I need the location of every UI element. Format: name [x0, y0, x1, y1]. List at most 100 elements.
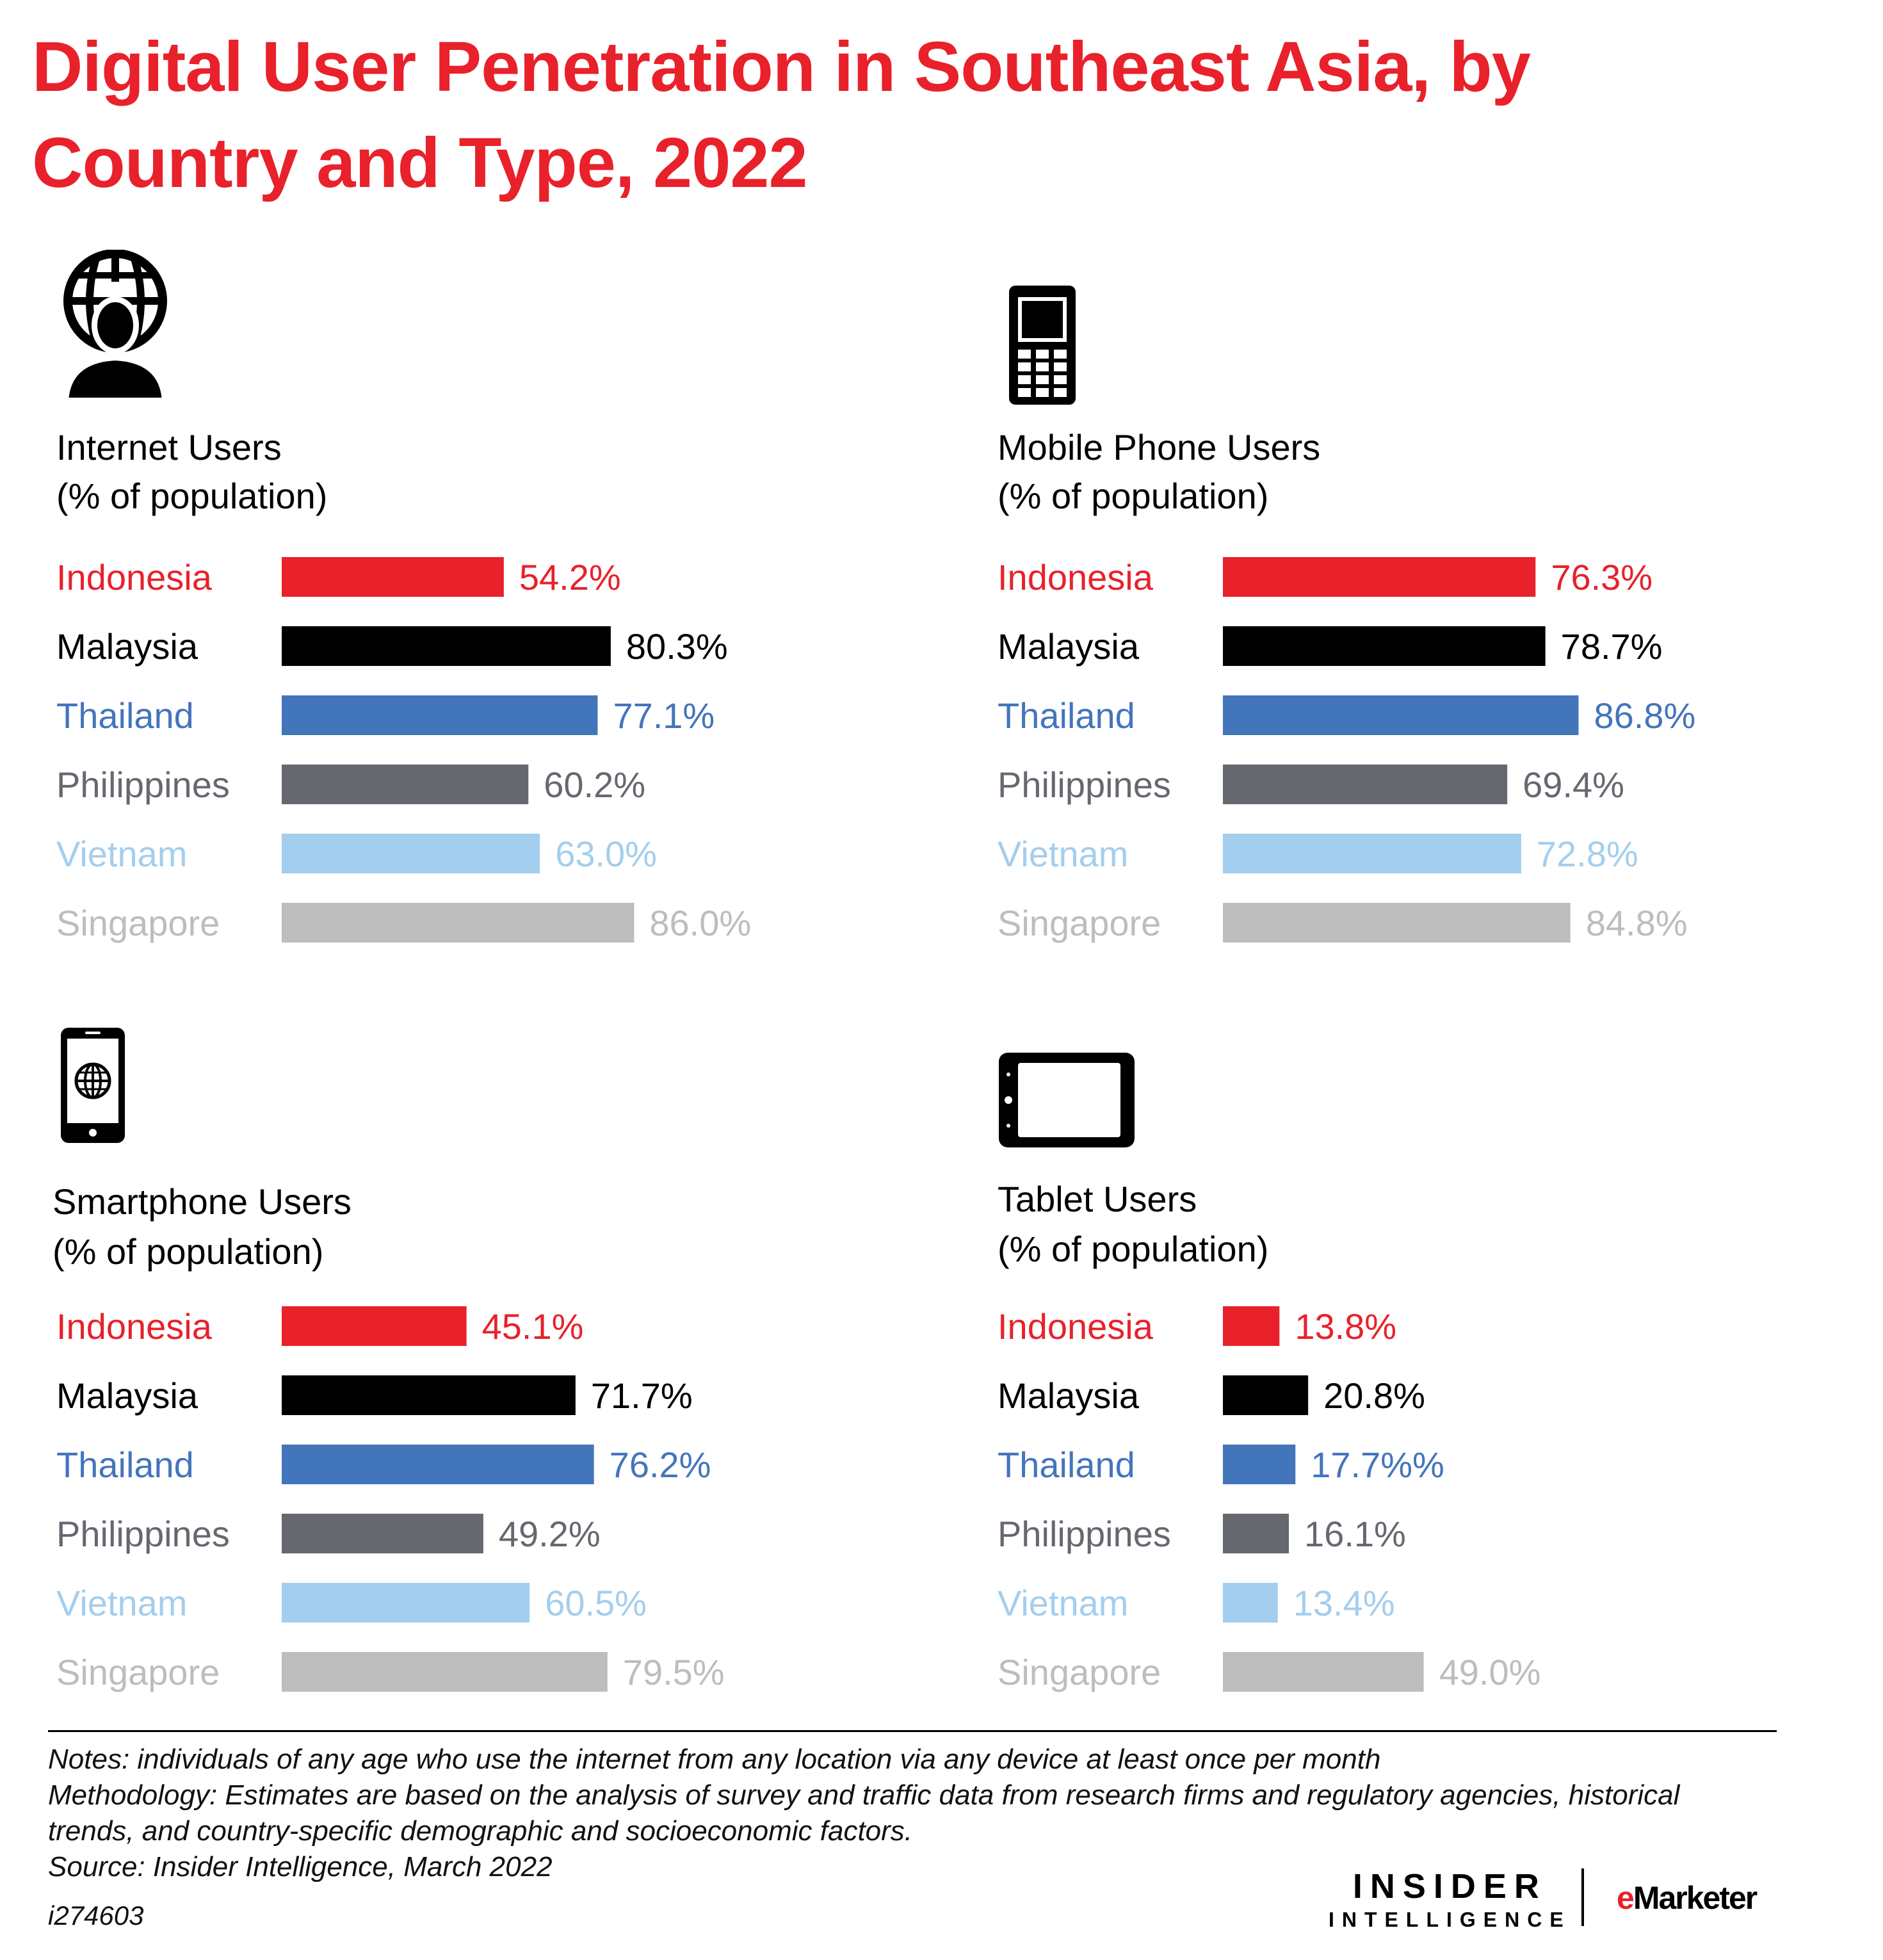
value-label: 45.1%: [482, 1306, 584, 1347]
methodology-line: Methodology: Estimates are based on the …: [48, 1779, 1680, 1811]
category-label: Philippines: [998, 1514, 1171, 1554]
category-label: Singapore: [56, 1652, 220, 1692]
value-label: 78.7%: [1561, 626, 1663, 667]
emarketer-logo-e: e: [1617, 1880, 1635, 1916]
category-label: Thailand: [56, 695, 194, 736]
category-label: Singapore: [56, 903, 220, 943]
brand-separator: [1581, 1868, 1584, 1926]
value-label: 69.4%: [1523, 765, 1624, 805]
bar: [282, 626, 611, 666]
value-label: 76.3%: [1551, 557, 1653, 597]
panel-title: Internet Users: [56, 427, 282, 467]
category-label: Malaysia: [998, 1375, 1140, 1416]
value-label: 16.1%: [1304, 1514, 1406, 1554]
bar: [1223, 1583, 1278, 1623]
bar: [282, 1652, 608, 1692]
source-line: Source: Insider Intelligence, March 2022: [48, 1851, 553, 1883]
bar: [1223, 695, 1579, 735]
footer-divider: [48, 1730, 1777, 1732]
value-label: 13.8%: [1295, 1306, 1396, 1347]
bar: [1223, 765, 1508, 804]
category-label: Philippines: [56, 1514, 230, 1554]
notes-block: Notes: individuals of any age who use th…: [48, 1742, 1790, 1885]
panel-title: Mobile Phone Users: [998, 427, 1321, 467]
emarketer-logo-rest: Marketer: [1633, 1880, 1758, 1916]
bar: [1223, 834, 1521, 873]
category-label: Malaysia: [998, 626, 1140, 667]
globe-user-icon: [61, 250, 169, 403]
bar: [1223, 557, 1536, 597]
value-label: 49.2%: [499, 1514, 601, 1554]
bar: [1223, 1514, 1289, 1553]
bar: [282, 1583, 530, 1623]
mobile-phone-icon: [1009, 286, 1076, 405]
bar: [282, 1375, 576, 1415]
bar: [282, 903, 634, 943]
value-label: 49.0%: [1439, 1652, 1541, 1692]
value-label: 17.7%%: [1311, 1445, 1444, 1485]
chart-title: Digital User Penetration in Southeast As…: [32, 28, 1531, 202]
category-label: Vietnam: [998, 834, 1128, 874]
category-label: Singapore: [998, 1652, 1161, 1692]
category-label: Philippines: [56, 765, 230, 805]
panel-subtitle: (% of population): [53, 1231, 324, 1272]
value-label: 79.5%: [623, 1652, 725, 1692]
value-label: 76.2%: [610, 1445, 711, 1485]
category-label: Vietnam: [56, 834, 187, 874]
bar: [282, 695, 598, 735]
category-label: Vietnam: [56, 1583, 187, 1623]
panel-subtitle: (% of population): [998, 1229, 1269, 1269]
bar: [282, 1514, 483, 1553]
panel-tablet-users: Tablet Users (% of population) Indonesia…: [941, 1025, 1863, 1748]
panel-title: Tablet Users: [998, 1179, 1197, 1219]
smartphone-globe-icon: [61, 1028, 125, 1143]
category-label: Indonesia: [56, 1306, 213, 1347]
bar: [1223, 1306, 1280, 1346]
bar: [1223, 1445, 1296, 1484]
bar-chart-mobile-phone-users: Indonesia 76.3% Malaysia 78.7% Thailand 86.8%…: [998, 557, 1696, 943]
category-label: Vietnam: [998, 1583, 1128, 1623]
bar: [282, 1445, 594, 1484]
notes-line: Notes: individuals of any age who use th…: [48, 1744, 1381, 1775]
category-label: Malaysia: [56, 626, 198, 667]
value-label: 71.7%: [591, 1375, 693, 1416]
emarketer-logo: eMarketer: [1617, 1879, 1758, 1916]
value-label: 77.1%: [613, 695, 715, 736]
bar: [1223, 626, 1546, 666]
tablet-icon: [999, 1053, 1135, 1147]
bar: [1223, 1375, 1309, 1415]
category-label: Thailand: [56, 1445, 194, 1485]
panel-subtitle: (% of population): [56, 476, 328, 516]
bar: [1223, 903, 1571, 943]
category-label: Philippines: [998, 765, 1171, 805]
value-label: 54.2%: [519, 557, 621, 597]
methodology-line-continued: trends, and country-specific demographic…: [48, 1815, 913, 1847]
category-label: Singapore: [998, 903, 1161, 943]
bar-chart-smartphone-users: Indonesia 45.1% Malaysia 71.7% Thailand 76.2%…: [56, 1306, 725, 1692]
panel-title: Smartphone Users: [53, 1181, 352, 1222]
value-label: 72.8%: [1537, 834, 1638, 874]
panel-smartphone-users: Smartphone Users (% of population) Indon…: [0, 1025, 922, 1748]
panel-subtitle: (% of population): [998, 476, 1269, 516]
bar-chart-tablet-users: Indonesia 13.8% Malaysia 20.8% Thailand 17.7%…: [998, 1306, 1541, 1692]
category-label: Indonesia: [998, 1306, 1154, 1347]
chart-id: i274603: [48, 1900, 144, 1931]
value-label: 60.5%: [545, 1583, 647, 1623]
bar: [1223, 1652, 1424, 1692]
bar: [282, 765, 529, 804]
value-label: 84.8%: [1586, 903, 1688, 943]
insider-intelligence-logo: INSIDER INTELLIGENCE: [1329, 1867, 1571, 1933]
value-label: 80.3%: [626, 626, 728, 667]
value-label: 60.2%: [544, 765, 645, 805]
panel-internet-users: Internet Users (% of population) Indones…: [0, 250, 922, 973]
bar: [282, 557, 504, 597]
value-label: 13.4%: [1293, 1583, 1395, 1623]
value-label: 86.8%: [1594, 695, 1696, 736]
brand-line-1: INSIDER: [1352, 1867, 1547, 1906]
value-label: 63.0%: [555, 834, 657, 874]
bar: [282, 834, 540, 873]
category-label: Indonesia: [998, 557, 1154, 597]
category-label: Thailand: [998, 695, 1135, 736]
brand-line-2: INTELLIGENCE: [1329, 1908, 1571, 1931]
bar: [282, 1306, 467, 1346]
